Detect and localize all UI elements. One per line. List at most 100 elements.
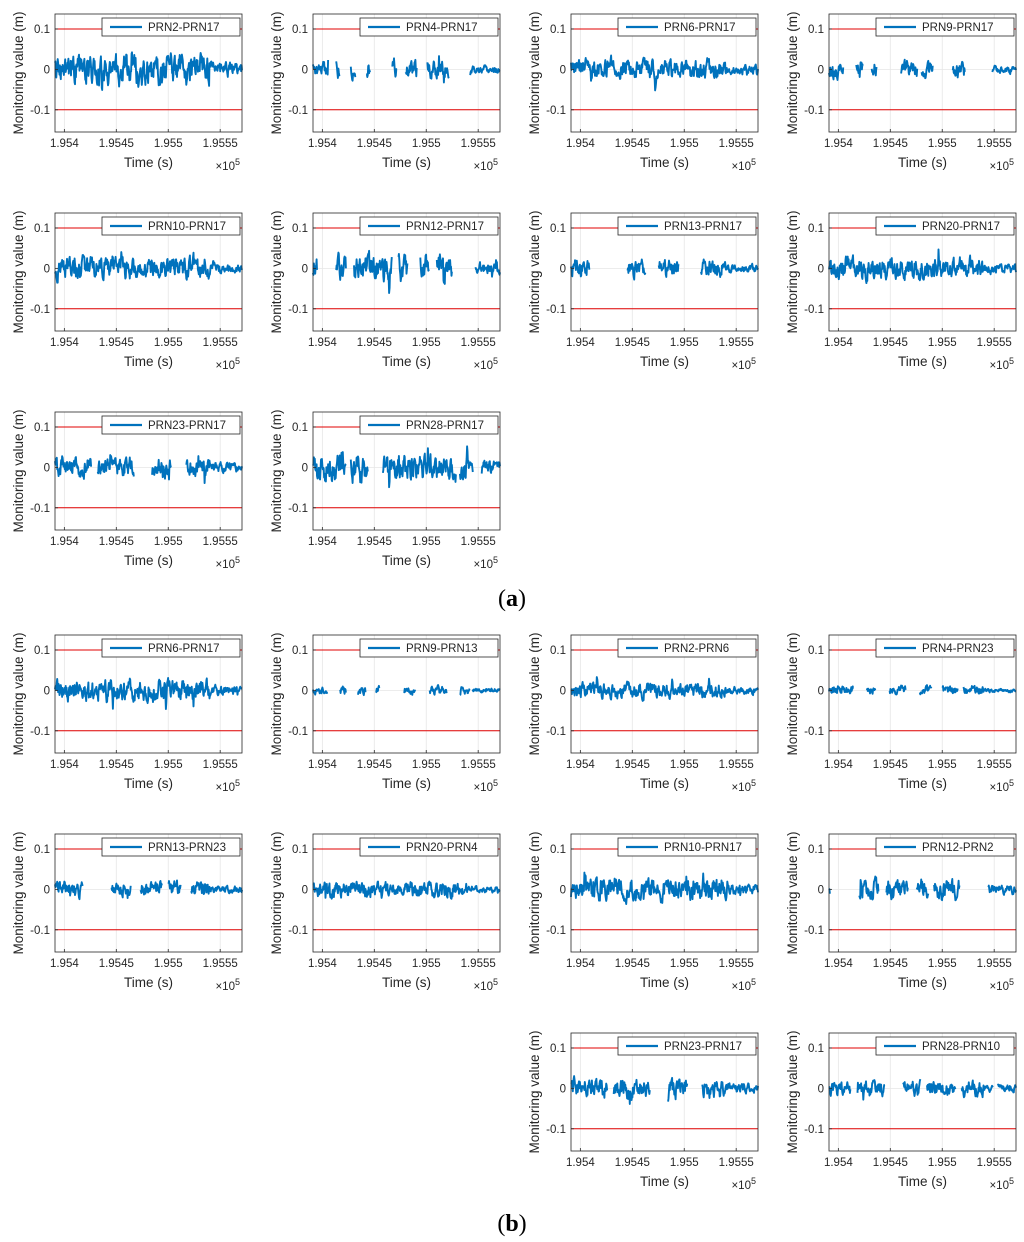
y-tick-label: -0.1: [804, 105, 824, 117]
series-line: [54, 51, 243, 91]
legend-box: [875, 17, 1015, 37]
x-tick-label: 1.9545: [873, 337, 908, 349]
x-tick-label: 1.954: [566, 759, 595, 771]
y-tick-label: 0: [44, 685, 50, 697]
y-tick-label: 0.1: [808, 24, 824, 36]
legend-box: [617, 837, 757, 857]
x-tick-label: 1.9545: [615, 958, 650, 970]
subplot-20: 1.954 1.9545 1.955 1.9555 0.1 0 -0.1 Time (s) Mo…: [785, 1030, 1017, 1192]
axes-box: [828, 13, 1017, 133]
x-tick-label: 1.9555: [461, 536, 496, 548]
series-line: [312, 249, 501, 294]
x-tick-label: 1.9555: [203, 536, 238, 548]
x-axis-label: Time (s): [124, 553, 173, 568]
y-axis-label: Monitoring value (m): [11, 831, 26, 954]
axes-box: [570, 833, 759, 953]
y-axis-label: Monitoring value (m): [269, 632, 284, 755]
y-tick-label: 0.1: [34, 24, 50, 36]
y-axis-label: Monitoring value (m): [785, 1030, 800, 1153]
x-axis-label: Time (s): [124, 975, 173, 990]
subplot-8: 1.954 1.9545 1.955 1.9555 0.1 0 -0.1 Time (s) Mo…: [785, 210, 1017, 372]
x-exponent-label: ×105: [731, 157, 756, 173]
x-tick-label: 1.9555: [461, 759, 496, 771]
y-tick-label: 0.1: [550, 1043, 566, 1055]
x-tick-label: 1.9545: [357, 536, 392, 548]
x-axis-label: Time (s): [640, 354, 689, 369]
x-tick-label: 1.9555: [977, 1157, 1012, 1169]
x-exponent-label: ×105: [215, 977, 240, 993]
legend-box: [359, 17, 499, 37]
y-tick-label: 0.1: [808, 844, 824, 856]
subplot-2: 1.954 1.9545 1.955 1.9555 0.1 0 -0.1 Time (s) Mo…: [269, 11, 501, 173]
y-tick-label: 0.1: [34, 844, 50, 856]
y-axis-label: Monitoring value (m): [785, 210, 800, 333]
legend-label: PRN13-PRN23: [148, 842, 226, 854]
x-axis-label: Time (s): [898, 155, 947, 170]
x-exponent-label: ×105: [215, 778, 240, 794]
subplot-1: 1.954 1.9545 1.955 1.9555 0.1 0 -0.1 Time (s) Mo…: [11, 11, 243, 173]
y-tick-label: -0.1: [288, 105, 308, 117]
y-axis-label: Monitoring value (m): [527, 831, 542, 954]
x-axis-label: Time (s): [382, 975, 431, 990]
axes-box: [828, 833, 1017, 953]
x-axis-label: Time (s): [382, 155, 431, 170]
series-line: [570, 54, 759, 92]
x-tick-label: 1.9555: [461, 958, 496, 970]
legend-label: PRN10-PRN17: [664, 842, 742, 854]
subplot-14: 1.954 1.9545 1.955 1.9555 0.1 0 -0.1 Time (s) Mo…: [269, 632, 501, 794]
x-axis-label: Time (s): [124, 155, 173, 170]
x-tick-label: 1.9545: [615, 138, 650, 150]
x-tick-label: 1.9555: [719, 759, 754, 771]
x-tick-label: 1.955: [670, 1157, 699, 1169]
series-line: [54, 454, 243, 485]
y-tick-label: 0: [44, 263, 50, 275]
y-tick-label: 0.1: [808, 1043, 824, 1055]
y-tick-label: -0.1: [546, 304, 566, 316]
y-axis-label: Monitoring value (m): [269, 11, 284, 134]
x-tick-label: 1.954: [50, 958, 79, 970]
x-axis-label: Time (s): [898, 975, 947, 990]
y-axis-label: Monitoring value (m): [11, 409, 26, 532]
x-axis-label: Time (s): [640, 155, 689, 170]
legend-box: [617, 216, 757, 236]
y-tick-label: 0: [818, 884, 824, 896]
legend-box: [617, 638, 757, 658]
series-line: [54, 879, 243, 901]
x-axis-label: Time (s): [382, 553, 431, 568]
x-tick-label: 1.9555: [719, 958, 754, 970]
x-exponent-label: ×105: [731, 1176, 756, 1192]
y-axis-label: Monitoring value (m): [11, 11, 26, 134]
legend-label: PRN23-PRN17: [664, 1041, 742, 1053]
x-tick-label: 1.9555: [977, 958, 1012, 970]
legend-box: [617, 17, 757, 37]
subplot-6: 1.954 1.9545 1.955 1.9555 0.1 0 -0.1 Time (s) Mo…: [269, 210, 501, 372]
x-tick-label: 1.9545: [99, 536, 134, 548]
x-exponent-label: ×105: [473, 778, 498, 794]
x-tick-label: 1.9555: [719, 337, 754, 349]
subplot-19: 1.954 1.9545 1.955 1.9555 0.1 0 -0.1 Time (s) Mo…: [527, 1030, 759, 1192]
legend-label: PRN4-PRN23: [922, 643, 994, 655]
legend-box: [359, 638, 499, 658]
series-line: [312, 55, 501, 84]
subplot-12: 1.954 1.9545 1.955 1.9555 0.1 0 -0.1 Time (s) Mo…: [785, 632, 1017, 794]
x-tick-label: 1.954: [308, 337, 337, 349]
x-tick-label: 1.955: [154, 759, 183, 771]
series-line: [312, 445, 501, 489]
legend-label: PRN28-PRN10: [922, 1041, 1000, 1053]
y-tick-label: 0: [302, 64, 308, 76]
axes-box: [828, 1032, 1017, 1152]
axes-box: [570, 212, 759, 332]
axes-box: [312, 212, 501, 332]
legend-box: [101, 17, 241, 37]
x-tick-label: 1.9545: [873, 138, 908, 150]
y-axis-label: Monitoring value (m): [527, 1030, 542, 1153]
series-line: [54, 677, 243, 711]
y-tick-label: 0.1: [292, 422, 308, 434]
y-tick-label: -0.1: [804, 304, 824, 316]
x-tick-label: 1.955: [670, 958, 699, 970]
y-tick-label: -0.1: [288, 726, 308, 738]
subplot-15: 1.954 1.9545 1.955 1.9555 0.1 0 -0.1 Time (s) Mo…: [527, 831, 759, 993]
series-line: [312, 880, 501, 900]
x-tick-label: 1.954: [566, 337, 595, 349]
x-exponent-label: ×105: [989, 1176, 1014, 1192]
